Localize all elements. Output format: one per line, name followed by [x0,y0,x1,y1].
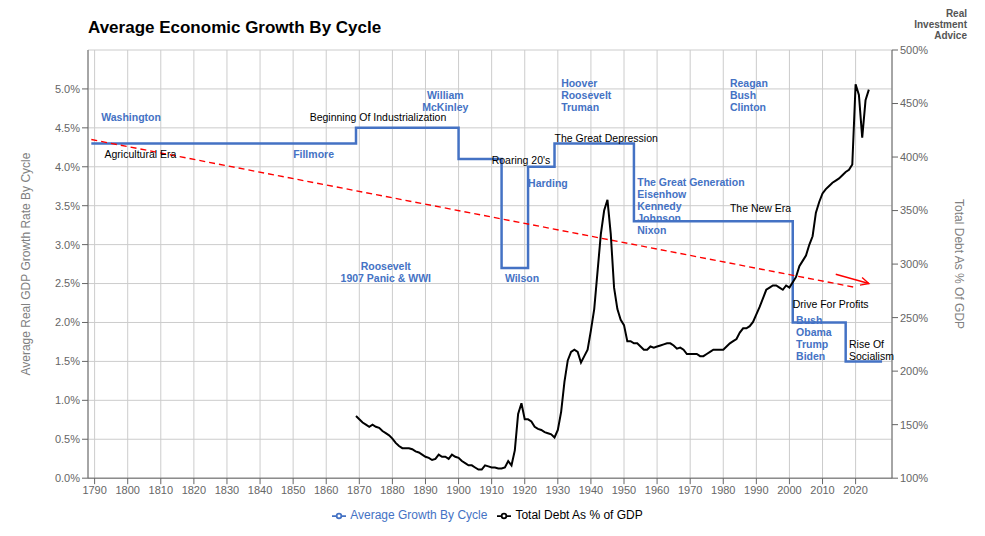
svg-text:1830: 1830 [215,484,239,496]
svg-text:Washington: Washington [101,111,161,123]
svg-text:1970: 1970 [678,484,702,496]
svg-text:Harding: Harding [528,177,568,189]
svg-text:1840: 1840 [248,484,272,496]
svg-text:Beginning Of Industrialization: Beginning Of Industrialization [309,111,447,123]
svg-text:1890: 1890 [413,484,437,496]
svg-text:1990: 1990 [744,484,768,496]
svg-text:0.5%: 0.5% [55,433,80,445]
svg-text:1980: 1980 [711,484,735,496]
svg-text:150%: 150% [900,419,928,431]
svg-text:ReaganBushClinton: ReaganBushClinton [730,77,768,113]
svg-text:400%: 400% [900,151,928,163]
svg-text:WilliamMcKinley: WilliamMcKinley [422,89,468,113]
svg-text:0.0%: 0.0% [55,472,80,484]
svg-text:1790: 1790 [82,484,106,496]
svg-text:Fillmore: Fillmore [293,148,334,160]
svg-text:2.0%: 2.0% [55,316,80,328]
svg-text:The Great Depression: The Great Depression [555,132,658,144]
svg-text:1900: 1900 [446,484,470,496]
svg-text:300%: 300% [900,258,928,270]
svg-text:2010: 2010 [810,484,834,496]
html-text:Total Debt As % of GDP: Total Debt As % of GDP [515,508,643,523]
svg-text:1910: 1910 [479,484,503,496]
svg-text:5.0%: 5.0% [55,83,80,95]
svg-text:1950: 1950 [612,484,636,496]
svg-text:HooverRooseveltTruman: HooverRooseveltTruman [561,77,612,113]
svg-text:BushObamaTrumpBiden: BushObamaTrumpBiden [796,314,832,362]
svg-text:4.0%: 4.0% [55,161,80,173]
svg-text:2.5%: 2.5% [55,277,80,289]
svg-text:Agricultural Era: Agricultural Era [105,148,177,160]
svg-text:250%: 250% [900,312,928,324]
svg-text:1940: 1940 [579,484,603,496]
svg-text:1810: 1810 [149,484,173,496]
svg-text:1850: 1850 [281,484,305,496]
html-text:Average Economic Growth By Cyc: Average Economic Growth By Cycle [88,18,382,37]
svg-text:The Great GenerationEisenhowKe: The Great GenerationEisenhowKennedyJohns… [637,176,744,236]
svg-text:1820: 1820 [182,484,206,496]
svg-text:100%: 100% [900,472,928,484]
svg-text:1880: 1880 [380,484,404,496]
svg-text:1920: 1920 [512,484,536,496]
svg-text:1800: 1800 [115,484,139,496]
svg-text:Total Debt As % Of GDP: Total Debt As % Of GDP [952,199,966,329]
svg-text:1960: 1960 [645,484,669,496]
svg-text:Drive For Profits: Drive For Profits [793,298,869,310]
svg-text:Average Real GDP Growth Rate B: Average Real GDP Growth Rate By Cycle [19,152,33,375]
svg-text:450%: 450% [900,97,928,109]
html-text:Real Investment Advice: Real Investment Advice [914,8,967,41]
svg-text:2000: 2000 [777,484,801,496]
svg-text:Rise OfSocialism: Rise OfSocialism [849,338,894,362]
svg-text:350%: 350% [900,204,928,216]
svg-text:3.0%: 3.0% [55,239,80,251]
svg-text:The New Era: The New Era [730,202,791,214]
svg-text:4.5%: 4.5% [55,122,80,134]
html-text:Average Growth By Cycle: Average Growth By Cycle [350,508,488,523]
svg-text:1.5%: 1.5% [55,355,80,367]
svg-text:1.0%: 1.0% [55,394,80,406]
svg-text:1870: 1870 [347,484,371,496]
svg-text:Roaring 20's: Roaring 20's [492,154,551,166]
svg-text:2020: 2020 [843,484,867,496]
svg-text:200%: 200% [900,365,928,377]
svg-text:3.5%: 3.5% [55,200,80,212]
svg-text:1930: 1930 [546,484,570,496]
svg-text:Roosevelt1907 Panic & WWI: Roosevelt1907 Panic & WWI [341,260,432,284]
svg-text:1860: 1860 [314,484,338,496]
svg-text:500%: 500% [900,44,928,56]
svg-text:Wilson: Wilson [505,272,539,284]
